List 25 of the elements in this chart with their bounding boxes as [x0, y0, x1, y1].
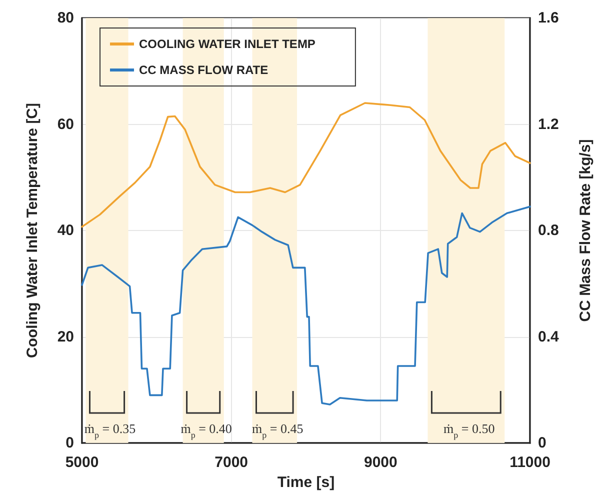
- y-tick-label: 40: [57, 222, 74, 239]
- y2-tick-label: 0.4: [538, 328, 560, 346]
- annotation: ṁ$_{p}$ = 0.50: [444, 421, 495, 440]
- y-tick-label: 80: [57, 10, 74, 26]
- y2-axis-title: CC Mass Flow Rate [kg/s]: [577, 139, 594, 322]
- x-tick-label: 9000: [364, 454, 398, 471]
- y2-tick-label: 1.6: [538, 10, 559, 26]
- line-series: [81, 102, 531, 228]
- annotation: ṁ$_{p}$ = 0.40: [180, 421, 232, 440]
- y2-tick-label: 0.8: [538, 222, 559, 239]
- legend-label: CC MASS FLOW RATE: [139, 63, 268, 77]
- y-tick-label: 60: [57, 116, 74, 133]
- legend-label: COOLING WATER INLET TEMP: [139, 37, 316, 51]
- annotation: ṁ$_{p}$ = 0.45: [252, 421, 304, 440]
- x-axis-title: Time [s]: [277, 474, 335, 491]
- y2-tick-label: 1.2: [538, 116, 559, 133]
- x-tick-label: 7000: [214, 454, 248, 471]
- annotation: ṁ$_{p}$ = 0.35: [84, 421, 136, 440]
- y-tick-label: 0: [66, 434, 74, 452]
- x-tick-label: 5000: [65, 454, 99, 471]
- y-tick-label: 20: [57, 328, 74, 346]
- x-tick-label: 11000: [510, 454, 550, 471]
- line-series: [81, 206, 531, 406]
- y2-tick-label: 0: [538, 434, 546, 452]
- y-axis-title: Cooling Water Inlet Temperature [C]: [24, 102, 41, 358]
